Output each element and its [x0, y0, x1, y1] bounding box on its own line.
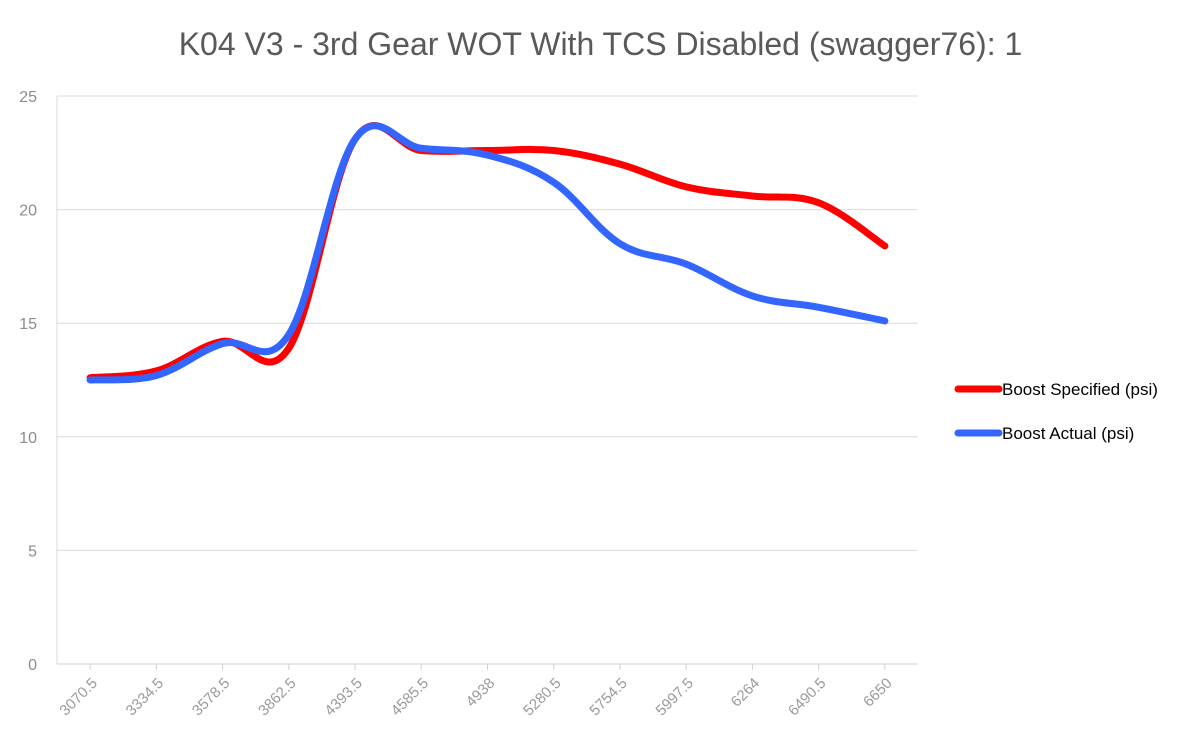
x-tick-label: 3334.5: [123, 675, 167, 719]
series-line-boost-actual: [86, 122, 889, 384]
x-tick-labels: 3070.5 3334.5 3578.5 3862.5 4393.5 4585.5 4938…: [56, 675, 895, 719]
x-tick-label: 5280.5: [520, 675, 564, 719]
x-tick-label: 6490.5: [785, 675, 829, 719]
legend: Boost Specified (psi) Boost Actual (psi): [954, 380, 1158, 443]
x-tick-label: 6264: [728, 675, 764, 711]
y-tick-label: 15: [19, 316, 37, 333]
chart-title: K04 V3 - 3rd Gear WOT With TCS Disabled …: [178, 26, 1023, 62]
legend-label: Boost Specified (psi): [1002, 380, 1158, 399]
legend-label: Boost Actual (psi): [1002, 424, 1134, 443]
y-tick-labels: 0 5 10 15 20 25: [19, 89, 37, 674]
y-tick-label: 25: [19, 89, 37, 106]
x-tick-label: 6650: [860, 675, 896, 711]
x-tick-label: 4393.5: [321, 675, 365, 719]
series-lines: [86, 122, 889, 384]
gridlines: [56, 95, 918, 670]
x-tick-label: 4585.5: [388, 675, 432, 719]
series-line-boost-specified: [86, 122, 889, 382]
y-tick-label: 0: [28, 657, 37, 674]
x-tick-label: 3070.5: [56, 675, 100, 719]
x-tick-label: 4938: [463, 675, 499, 711]
y-tick-label: 5: [28, 543, 37, 560]
y-tick-label: 10: [19, 430, 37, 447]
x-tick-label: 5997.5: [653, 675, 697, 719]
x-tick-label: 3862.5: [255, 675, 299, 719]
x-tick-label: 3578.5: [189, 675, 233, 719]
y-tick-label: 20: [19, 203, 37, 220]
x-tick-label: 5754.5: [586, 675, 630, 719]
